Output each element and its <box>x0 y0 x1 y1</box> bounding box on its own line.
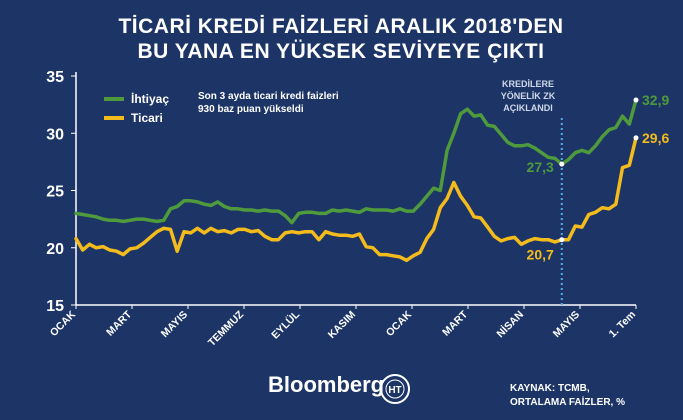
y-tick-label: 30 <box>46 126 64 143</box>
x-tick-label: KASIM <box>326 308 359 341</box>
value-label: 27,3 <box>527 159 554 175</box>
chart-title-line-2: BU YANA EN YÜKSEK SEVİYEYE ÇIKTI <box>138 40 545 63</box>
footer: Bloomberg HT KAYNAK: TCMB, ORTALAMA FAİZ… <box>268 372 625 408</box>
y-tick-label: 25 <box>46 184 64 201</box>
value-point <box>633 135 639 141</box>
event-label-line-1: KREDİLERE <box>502 79 554 89</box>
note-line-1: Son 3 ayda ticari kredi faizleri <box>198 91 339 102</box>
bloomberg-logo: Bloomberg <box>268 372 384 397</box>
ht-logo-icon: HT <box>380 374 410 404</box>
x-tick-label: MART <box>440 308 470 338</box>
event-label-line-2: YÖNELİK ZK <box>501 91 556 101</box>
x-tick-label: OCAK <box>384 308 415 339</box>
x-axis: OCAK MART MAYIS TEMMUZ EYLÜL KASIM OCAK MART NİS… <box>48 304 638 349</box>
series-group <box>74 98 638 263</box>
event-annotation: KREDİLERE YÖNELİK ZK AÇIKLANDI <box>501 79 556 113</box>
legend-label-ihtiyac: İhtiyaç <box>131 91 169 106</box>
value-point <box>559 161 565 167</box>
value-label: 29,6 <box>642 130 669 146</box>
source-line-2: ORTALAMA FAİZLER, % <box>510 395 625 408</box>
legend: İhtiyaç Ticari <box>104 91 169 125</box>
x-tick-label: TEMMUZ <box>206 308 247 349</box>
x-tick-label: MAYIS <box>159 309 190 340</box>
y-axis: 15 20 25 30 35 <box>46 69 77 315</box>
source-line-1: KAYNAK: TCMB, <box>510 383 590 394</box>
y-tick-label: 35 <box>46 69 64 86</box>
note-line-2: 930 baz puan yükseldi <box>198 104 304 115</box>
x-tick-label: MART <box>104 308 134 338</box>
x-tick-label: NİSAN <box>494 308 526 340</box>
event-label-line-3: AÇIKLANDI <box>503 103 553 113</box>
x-tick-label: 1. Tem <box>607 309 638 340</box>
value-label: 20,7 <box>527 247 554 263</box>
x-tick-label: EYLÜL <box>269 308 303 342</box>
legend-label-ticari: Ticari <box>131 111 163 125</box>
ht-logo-letters: HT <box>388 385 401 396</box>
chart-title-line-1: TİCARİ KREDİ FAİZLERİ ARALIK 2018'DEN <box>118 15 563 38</box>
x-tick-label: MAYIS <box>551 309 582 340</box>
value-label: 32,9 <box>642 92 669 108</box>
y-tick-label: 20 <box>46 241 64 258</box>
series-line-ticari <box>74 136 638 263</box>
series-line-ihtiyac <box>74 98 638 225</box>
value-point <box>633 97 639 103</box>
value-point <box>559 237 565 243</box>
y-tick-label: 15 <box>46 298 64 315</box>
note: Son 3 ayda ticari kredi faizleri 930 baz… <box>198 91 339 115</box>
value-labels: 27,3 32,9 20,7 29,6 <box>527 92 670 263</box>
